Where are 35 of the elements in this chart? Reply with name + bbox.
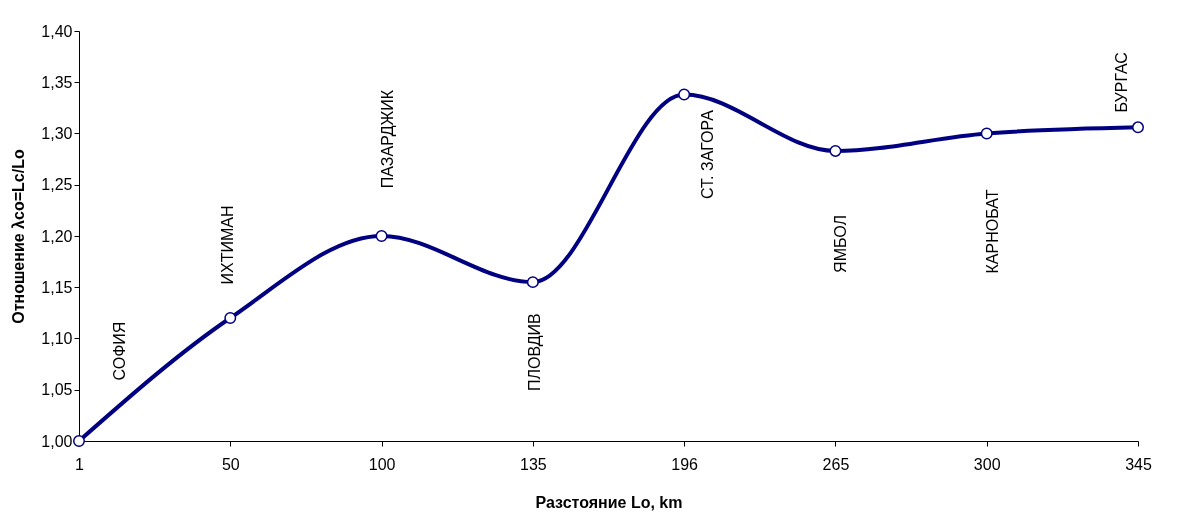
annotation: ПЛОВДИВ bbox=[525, 313, 543, 392]
annotation: ЯМБОЛ bbox=[832, 214, 850, 273]
y-tick-label: 1,35 bbox=[41, 73, 73, 91]
annotation: ИХТИМАН bbox=[219, 205, 237, 285]
x-tick-label: 196 bbox=[671, 455, 699, 473]
y-tick-label: 1,10 bbox=[41, 330, 73, 347]
point bbox=[678, 88, 691, 101]
point bbox=[73, 435, 85, 447]
point bbox=[980, 127, 993, 140]
point bbox=[1132, 121, 1144, 134]
annotation: КАРНОБАТ bbox=[983, 189, 1001, 274]
x-tick-label: 1 bbox=[75, 455, 85, 473]
y-tick-label: 1,20 bbox=[41, 227, 73, 245]
point bbox=[829, 144, 842, 157]
annotation: СТ. ЗАГОРА bbox=[699, 109, 717, 199]
point bbox=[224, 312, 237, 324]
point bbox=[375, 230, 388, 242]
point bbox=[526, 276, 539, 289]
y-tick-label: 1,05 bbox=[41, 381, 73, 399]
x-tick-label: 265 bbox=[822, 455, 850, 473]
y-tick-label: 1,00 bbox=[41, 432, 73, 450]
y-tick-label: 1,15 bbox=[41, 278, 73, 296]
y-tick-label: 1,25 bbox=[41, 176, 73, 194]
x-tick-label: 50 bbox=[221, 455, 240, 473]
annotation: ПАЗАРДЖИК bbox=[378, 89, 396, 189]
x-tick-label: 100 bbox=[368, 455, 396, 473]
x-tick-label: 345 bbox=[1125, 455, 1152, 473]
annotation: СОФИЯ bbox=[111, 321, 128, 381]
x-tick-label: 135 bbox=[520, 455, 547, 473]
x-axis-title: Разстояние Lo, km bbox=[535, 493, 683, 511]
y-tick-label: 1,30 bbox=[41, 125, 73, 142]
y-axis-title: Отношение λco=Lc/Lo bbox=[10, 149, 28, 324]
y-tick-label: 1,40 bbox=[41, 22, 73, 40]
x-tick-label: 300 bbox=[973, 455, 1001, 473]
annotation: БУРГАС bbox=[1113, 52, 1130, 113]
